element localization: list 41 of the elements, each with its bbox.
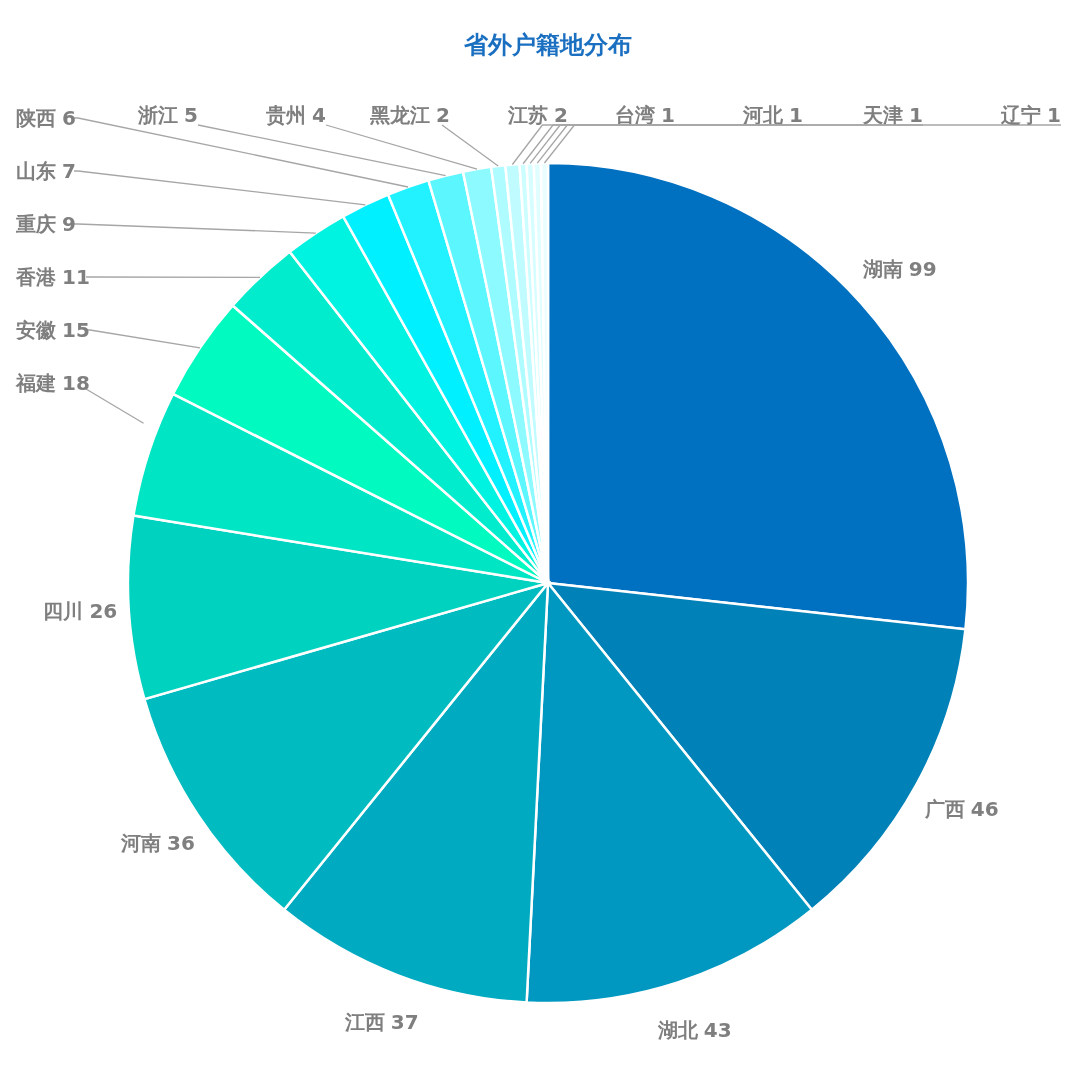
slice-label: 贵州: [265, 103, 306, 127]
slice-label: 江西: [343, 1010, 385, 1035]
data-label: 1: [1047, 103, 1061, 127]
data-label: 1: [909, 103, 923, 127]
slice-label: 河北: [742, 103, 784, 127]
data-label: 11: [62, 265, 90, 289]
chart-title: 省外户籍地分布: [463, 31, 632, 59]
data-label: 6: [62, 106, 76, 130]
slice-label: 湖北: [656, 1018, 699, 1042]
slice-label: 江苏: [507, 103, 548, 127]
data-label: 4: [312, 103, 326, 127]
slice-label: 福建: [15, 371, 56, 395]
data-label: 5: [184, 103, 198, 127]
slice-label: 陕西: [16, 106, 56, 130]
slice-label: 香港: [15, 265, 57, 289]
data-label: 15: [62, 318, 90, 342]
slice-label: 天津: [862, 103, 903, 127]
slice-label: 广西: [923, 796, 965, 821]
data-label: 37: [390, 1010, 419, 1035]
data-label: 2: [554, 103, 568, 127]
data-label: 46: [970, 796, 999, 821]
data-label: 43: [703, 1018, 732, 1042]
data-label: 26: [89, 598, 118, 623]
data-label: 2: [436, 103, 450, 127]
data-label: 9: [62, 212, 76, 236]
data-label: 99: [908, 257, 937, 282]
data-label: 1: [789, 103, 803, 127]
slice-label: 浙江: [137, 103, 178, 127]
data-label: 7: [62, 159, 76, 183]
slice-label: 辽宁: [1000, 103, 1041, 127]
slice-label: 重庆: [15, 212, 56, 236]
slice-label: 湖南: [861, 257, 903, 282]
slice-label: 河南: [119, 830, 161, 855]
data-label: 36: [166, 830, 195, 855]
slice-label: 四川: [43, 598, 84, 623]
data-label: 18: [62, 371, 90, 395]
slice-label: 安徽: [16, 318, 57, 342]
data-label: 1: [661, 103, 675, 127]
slice-label: 黑龙江: [369, 103, 430, 127]
slice-label: 台湾: [615, 103, 655, 127]
slice-label: 山东: [16, 159, 56, 183]
